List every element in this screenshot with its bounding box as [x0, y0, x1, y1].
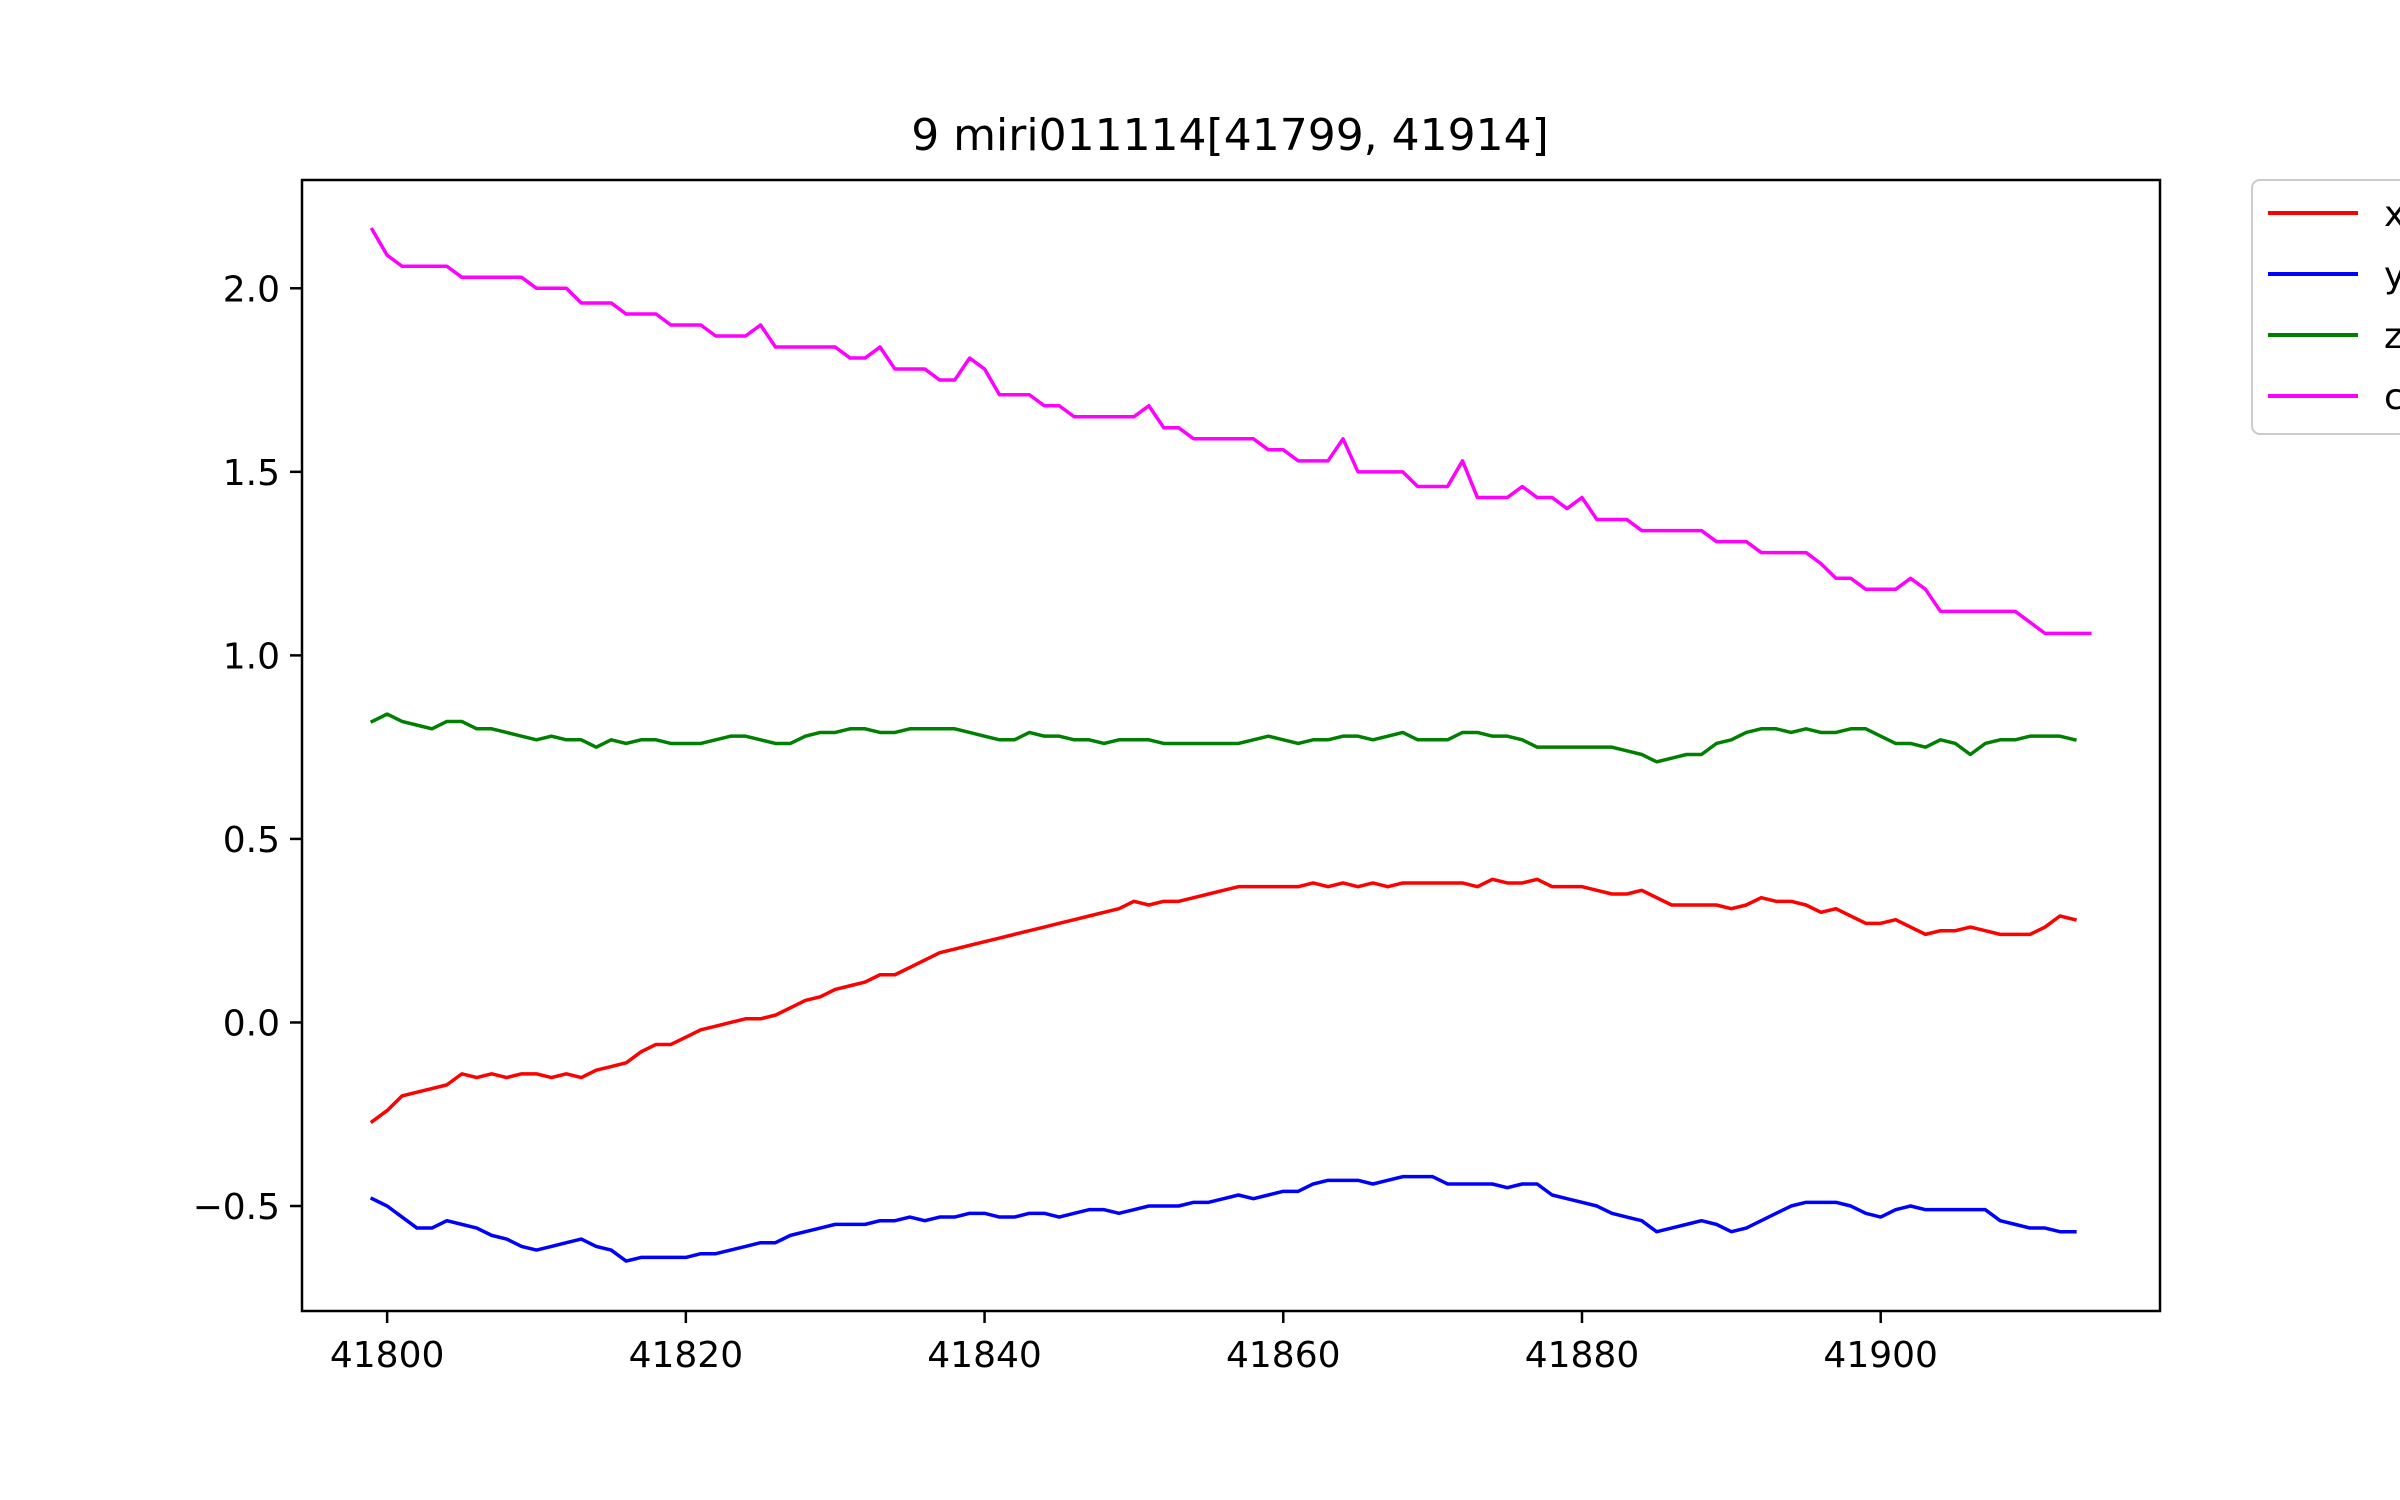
y-tick-label: 1.5	[223, 453, 280, 494]
chart-title: 9 miri011114[41799, 41914]	[911, 110, 1549, 161]
y-tick-label: 1.0	[223, 636, 280, 677]
series-line-c	[369, 227, 2092, 636]
legend-label-x: x	[2384, 194, 2400, 235]
legend-label-z: z	[2384, 316, 2400, 357]
y-axis: −0.5 0.0 0.5 1.0 1.5 2.0	[193, 269, 302, 1228]
x-tick-label: 41880	[1525, 1335, 1640, 1376]
series-line-z	[369, 712, 2077, 764]
y-tick-label: −0.5	[193, 1187, 280, 1228]
legend-label-y: y	[2384, 255, 2400, 296]
legend-box	[2251, 179, 2400, 435]
series-line-x	[369, 877, 2077, 1125]
plot-area-series	[369, 227, 2092, 1263]
plot-area-frame	[300, 178, 2162, 1313]
legend-label-c: c	[2384, 377, 2400, 418]
series-line-y	[369, 1174, 2077, 1263]
x-tick-label: 41800	[330, 1335, 445, 1376]
y-tick-label: 0.0	[223, 1003, 280, 1044]
x-tick-label: 41900	[1823, 1335, 1938, 1376]
x-tick-label: 41820	[629, 1335, 744, 1376]
x-tick-label: 41840	[927, 1335, 1042, 1376]
x-tick-label: 41860	[1226, 1335, 1341, 1376]
y-tick-label: 0.5	[223, 820, 280, 861]
y-tick-label: 2.0	[223, 269, 280, 310]
x-axis: 41800 41820 41840 41860 41880 41900	[330, 1311, 1938, 1376]
